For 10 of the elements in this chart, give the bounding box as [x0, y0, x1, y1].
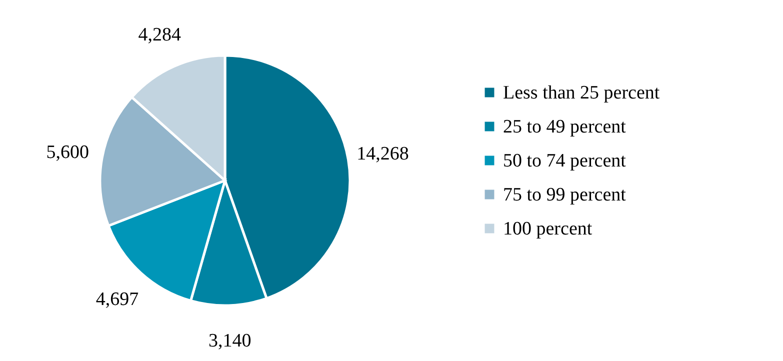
data-label: 3,140 — [208, 330, 252, 352]
legend-label: 100 percent — [503, 218, 593, 240]
legend-label: Less than 25 percent — [503, 82, 660, 104]
data-label: 4,697 — [96, 288, 139, 310]
data-label: 14,268 — [356, 144, 409, 164]
data-label: 5,600 — [46, 142, 89, 163]
legend-label: 75 to 99 percent — [503, 184, 627, 206]
legend-label: 50 to 74 percent — [503, 150, 627, 172]
legend-label: 25 to 49 percent — [503, 116, 627, 138]
data-label: 4,284 — [138, 24, 182, 46]
